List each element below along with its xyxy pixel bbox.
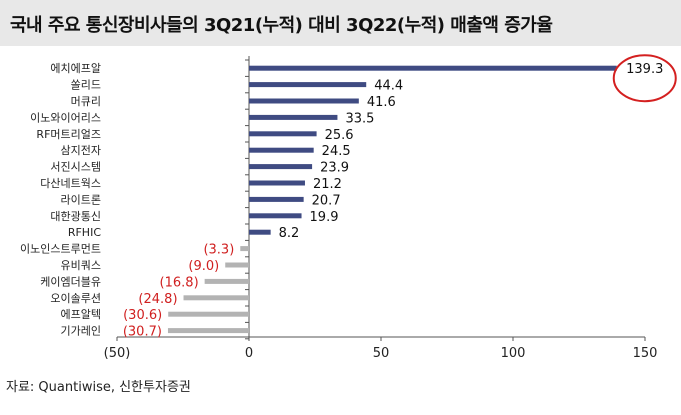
- category-label: 이노와이어리스: [30, 111, 101, 124]
- value-label: 33.5: [345, 111, 374, 126]
- value-label: (3.3): [203, 243, 234, 258]
- x-tick-label: (50): [104, 346, 131, 361]
- bar: [204, 278, 249, 284]
- category-label: 오이솔루션: [50, 292, 101, 305]
- value-label: (24.8): [138, 292, 177, 307]
- category-label: 이노인스트루먼트: [20, 243, 101, 256]
- category-label: 라이트론: [61, 193, 101, 206]
- category-label: 기가레인: [61, 325, 101, 338]
- bar: [249, 131, 317, 137]
- value-label: 24.5: [322, 144, 351, 159]
- bar: [168, 311, 249, 317]
- value-label: (30.7): [123, 325, 162, 340]
- bar: [249, 65, 617, 71]
- category-label: 머큐리: [71, 95, 101, 108]
- x-tick-label: 0: [245, 346, 253, 361]
- x-tick-label: 150: [633, 346, 658, 361]
- bar: [183, 295, 249, 301]
- bar: [249, 213, 302, 219]
- title-bar: 국내 주요 통신장비사들의 3Q21(누적) 대비 3Q22(누적) 매출액 증…: [0, 0, 681, 46]
- bar: [249, 180, 305, 186]
- value-label: 139.3: [626, 62, 663, 77]
- category-label: 대한광통신: [50, 210, 101, 223]
- value-label: 21.2: [313, 177, 342, 192]
- x-tick-label: 50: [373, 346, 390, 361]
- category-label: 유비쿼스: [61, 259, 101, 272]
- value-label: (9.0): [188, 259, 219, 274]
- source-note: 자료: Quantiwise, 신한투자증권: [6, 380, 191, 395]
- value-label: (30.6): [123, 308, 162, 323]
- bar: [249, 229, 271, 235]
- value-label: 23.9: [320, 161, 349, 176]
- bar: [249, 98, 359, 104]
- value-label: 19.9: [310, 210, 339, 225]
- category-label: 서진시스템: [50, 161, 101, 174]
- bar: [249, 164, 313, 170]
- chart-title: 국내 주요 통신장비사들의 3Q21(누적) 대비 3Q22(누적) 매출액 증…: [10, 15, 553, 36]
- value-label: 41.6: [367, 95, 396, 110]
- bar: [249, 196, 304, 202]
- value-label: 25.6: [325, 128, 354, 143]
- category-label: RF머트리얼즈: [36, 127, 101, 141]
- bar: [249, 114, 338, 120]
- value-label: (16.8): [160, 275, 199, 290]
- value-label: 8.2: [279, 226, 300, 241]
- highlight-circle: [612, 54, 677, 103]
- bar: [240, 246, 249, 252]
- category-label: 다산네트웍스: [40, 177, 101, 190]
- bar: [167, 328, 249, 334]
- category-label: 에프알텍: [61, 307, 101, 321]
- bar: [249, 147, 314, 153]
- x-tick-label: 100: [501, 346, 526, 361]
- category-label: 에치에프알: [50, 61, 101, 75]
- bar: [249, 82, 367, 88]
- category-label: RFHIC: [68, 226, 101, 239]
- category-label: 삼지전자: [61, 144, 101, 157]
- value-label: 20.7: [312, 193, 341, 208]
- category-label: 케이엠더블유: [40, 275, 101, 288]
- bar: [225, 262, 249, 268]
- value-label: 44.4: [374, 79, 403, 94]
- category-label: 쏠리드: [71, 79, 101, 92]
- bar-chart: 에치에프알 139.3 쏠리드 44.4 머큐리 41.6 이노와이어리스 33.5 RF머트리…: [20, 54, 677, 361]
